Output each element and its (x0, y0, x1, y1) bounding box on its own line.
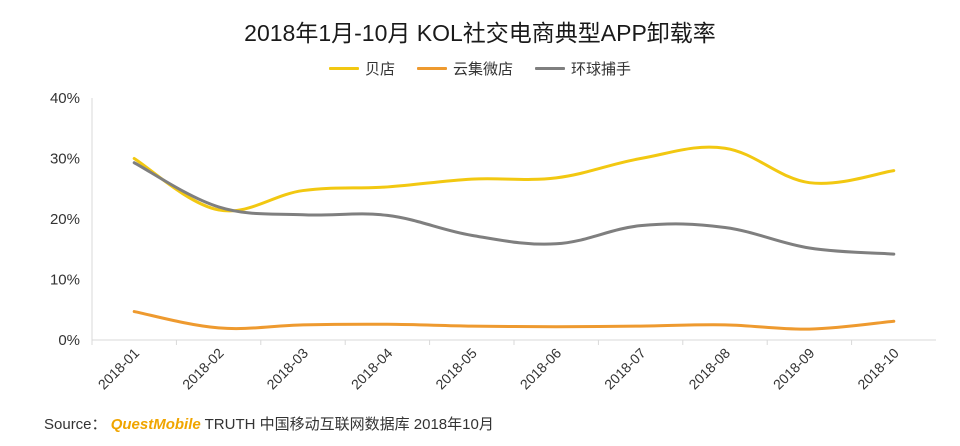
chart-legend: 贝店 云集微店 环球捕手 (0, 58, 960, 79)
y-tick-label: 0% (58, 332, 80, 349)
source-note: Source： QuestMobile TRUTH 中国移动互联网数据库 201… (44, 413, 494, 434)
x-tick-label: 2018-04 (348, 345, 396, 393)
x-tick-label: 2018-05 (432, 345, 480, 393)
chart-title: 2018年1月-10月 KOL社交电商典型APP卸载率 (244, 20, 716, 46)
source-text: TRUTH 中国移动互联网数据库 2018年10月 (204, 416, 494, 433)
x-tick-label: 2018-03 (263, 345, 311, 393)
source-brand: QuestMobile (110, 416, 201, 433)
legend-label-huanqiu: 环球捕手 (571, 61, 632, 78)
legend-swatch-beidian (328, 67, 359, 70)
x-tick-label: 2018-01 (95, 345, 143, 393)
y-tick-label: 20% (50, 211, 80, 228)
y-tick-label: 40% (50, 90, 80, 107)
series-line-huanqiu (132, 161, 896, 256)
legend-item-yunji[interactable]: 云集微店 (416, 58, 513, 79)
y-tick-label: 10% (50, 272, 80, 289)
legend-swatch-yunji (416, 67, 447, 70)
x-tick-label: 2018-07 (601, 345, 649, 393)
series-line-yunji (132, 310, 896, 331)
x-tick-label: 2018-08 (685, 345, 733, 393)
legend-item-huanqiu[interactable]: 环球捕手 (535, 58, 631, 79)
legend-label-beidian: 贝店 (364, 61, 395, 78)
legend-item-beidian[interactable]: 贝店 (328, 58, 395, 79)
legend-label-yunji: 云集微店 (452, 61, 513, 78)
x-tick-label: 2018-06 (517, 345, 565, 393)
source-prefix: Source： (44, 416, 107, 433)
x-tick-label: 2018-10 (854, 345, 902, 393)
y-tick-label: 30% (50, 151, 80, 168)
series-line-beidian (132, 145, 896, 213)
x-tick-label: 2018-09 (770, 345, 818, 393)
legend-swatch-huanqiu (535, 67, 565, 70)
x-tick-label: 2018-02 (179, 345, 227, 393)
